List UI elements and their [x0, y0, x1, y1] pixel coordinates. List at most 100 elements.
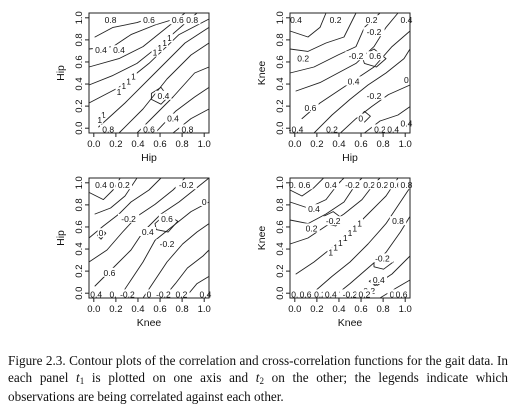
contour-line [162, 249, 210, 299]
contour-labels: 0.80.6 0.4 -0.2 0.2 0.2 0.60.80.4-0.20.2-0.20… [286, 180, 415, 299]
contour-label: 0.2 [118, 180, 130, 190]
contour-label: 0.2 [326, 124, 338, 134]
contour-labels: 0.4 0 0.2 -0.20-0.2 0.60 0.4-0.20.60.4 0.2-0.2… [88, 180, 214, 299]
contour-label-bg [296, 180, 313, 190]
contour-line [313, 48, 411, 134]
contour-line [289, 12, 327, 38]
contour-line [94, 177, 210, 287]
contour-label-bg [156, 42, 164, 52]
contour-label-bg [297, 289, 314, 299]
contour-line [313, 187, 411, 293]
contour-line [136, 66, 210, 134]
contour-label-bg [323, 124, 341, 134]
y-tick-label: 0.2 [275, 264, 286, 277]
contour-label-bg [289, 289, 306, 299]
contour-label-bg [357, 113, 365, 123]
contour-label: 1 [352, 223, 357, 233]
x-tick-label: 1.0 [399, 304, 412, 315]
x-tick-label: 1.0 [198, 304, 211, 315]
contour-label-bg [118, 213, 140, 223]
contour-label-bg [371, 124, 389, 134]
contour-label: 0.8 [181, 124, 193, 134]
plot-frame [289, 12, 411, 134]
contour-label-bg [156, 239, 178, 248]
contour-line [289, 12, 381, 74]
contour-label: 0.2 [376, 180, 388, 190]
contour-label: 1 [333, 243, 338, 253]
x-tick-label: 0.4 [131, 139, 144, 150]
contour-label-bg [184, 15, 201, 25]
contour-label: 0.2 [374, 124, 386, 134]
contour-label-bg [295, 53, 312, 63]
y-tick-label: 0.0 [74, 122, 85, 135]
contour-label: 0 [202, 197, 207, 207]
contour-label: 0.6 [300, 289, 312, 299]
contour-label-bg [100, 110, 107, 119]
y-tick-label: 0.0 [275, 287, 286, 300]
y-tick-label: 0.6 [275, 55, 286, 68]
panel-top-left: 0.8 0.6 0.6 0.80.4 0.40.40.40.8 0.6 0.81111111… [55, 11, 211, 164]
contour-labels: 0.8 0.6 0.6 0.80.4 0.40.40.40.8 0.6 0.81111111… [92, 15, 201, 134]
contour-label-bg [115, 87, 123, 97]
contour-label: 0.8 [102, 124, 114, 134]
contour-label: 0.4 [157, 91, 169, 101]
contour-label-bg [322, 289, 339, 299]
contour-label: 0 [404, 75, 409, 85]
contour-label-bg [92, 45, 110, 55]
contour-label-bg [398, 15, 415, 25]
plot-frame [88, 12, 210, 134]
contour-labels: 0.4 0.2 0.2 0.4-0.20.2 -0.2 0.600.4-0.20.60-0… [285, 15, 415, 134]
y-tick-label: 0.8 [74, 198, 85, 211]
contour-label-bg [140, 124, 158, 134]
contour-label: 0.6 [143, 15, 155, 25]
y-tick-label: 0.8 [275, 33, 286, 46]
contour-label-bg [92, 180, 110, 190]
contour-label: 1 [357, 219, 362, 229]
contour-label-bg [403, 75, 410, 85]
contour-label: -0.2 [120, 289, 135, 299]
plot-frame [289, 177, 411, 299]
contour-lines [88, 177, 210, 299]
x-tick-label: 0.6 [354, 304, 367, 315]
contour-label-bg [158, 213, 176, 223]
y-tick-label: 0.2 [74, 264, 85, 277]
contour-label: 0.6 [390, 180, 402, 190]
figure-caption: Figure 2.3. Contour plots of the correla… [8, 353, 508, 406]
contour-line [289, 177, 325, 197]
contour-label-bg [345, 51, 367, 61]
contour-label: 0.4 [95, 180, 107, 190]
contour-line [289, 177, 345, 209]
contour-label-bg [322, 180, 339, 190]
contour-label: 1 [343, 233, 348, 243]
contour-label: 0.2 [297, 54, 309, 64]
x-tick-label: 0.8 [377, 139, 390, 150]
contour-line [295, 12, 399, 92]
contour-label-bg [161, 38, 168, 47]
x-tick-label: 1.0 [399, 139, 412, 150]
contour-label-bg [166, 33, 173, 43]
contour-label: 0.2 [363, 180, 375, 190]
contour-label-bg [152, 289, 174, 299]
x-tick-label: 0.2 [310, 139, 323, 150]
contour-label-bg [169, 15, 186, 25]
contour-label: 0.6 [396, 289, 408, 299]
panel-bottom-left: 0.4 0 0.2 -0.20-0.2 0.60 0.4-0.20.60.4 0.2-0.2… [55, 176, 214, 329]
contour-lines [88, 12, 210, 134]
contour-label-bg [367, 51, 384, 61]
contour-label: 0.6 [161, 214, 173, 224]
contour-label-bg [179, 124, 196, 134]
contour-label-bg [285, 124, 307, 134]
contour-label: -0.2 [375, 253, 390, 263]
contour-line [88, 18, 210, 104]
caption-var-t2: t [255, 369, 260, 385]
contour-label-bg [385, 124, 402, 134]
contour-label: 0.6 [143, 124, 155, 134]
contour-label: -0.2 [345, 180, 360, 190]
x-tick-label: 0.4 [332, 139, 345, 150]
x-tick-label: 0.6 [153, 139, 166, 150]
x-axis-label: Hip [342, 152, 358, 164]
plot-frame [88, 177, 210, 299]
contour-label-bg [115, 180, 132, 190]
x-tick-label: 0.8 [176, 139, 189, 150]
x-tick-label: 0.0 [288, 304, 301, 315]
